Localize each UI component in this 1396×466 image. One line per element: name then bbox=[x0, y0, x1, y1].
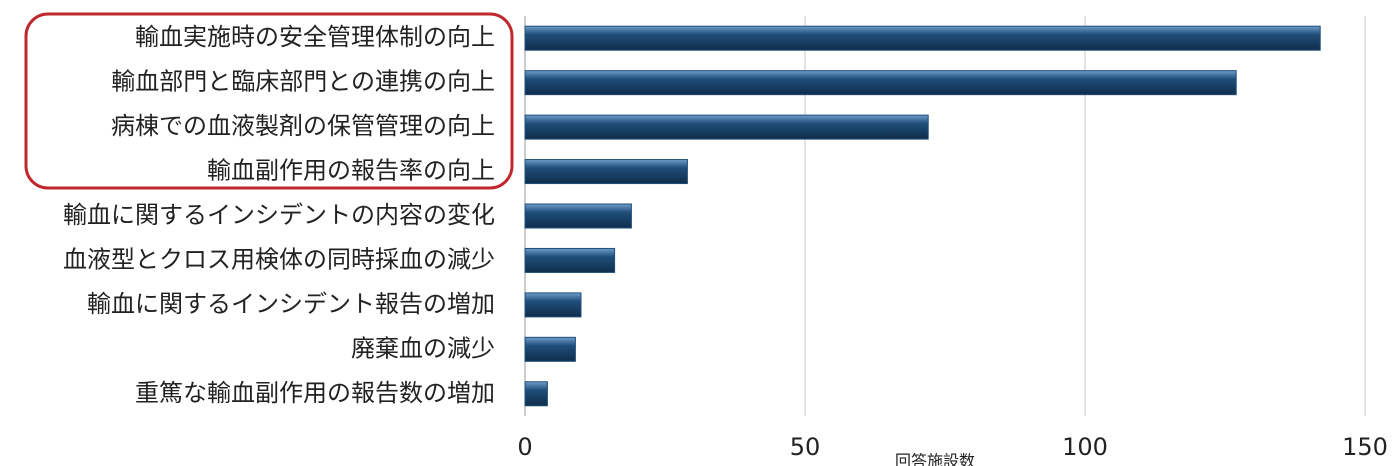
y-tick-label: 輸血に関するインシデント報告の増加 bbox=[87, 290, 495, 318]
x-tick-label: 50 bbox=[790, 433, 821, 461]
bar bbox=[524, 159, 688, 185]
y-tick-label: 輸血部門と臨床部門との連携の向上 bbox=[111, 68, 495, 96]
bar bbox=[524, 203, 632, 229]
y-tick-label: 病棟での血液製剤の保管管理の向上 bbox=[111, 112, 495, 140]
bar bbox=[524, 25, 1321, 51]
x-axis-label: 回答施設数 bbox=[895, 452, 975, 466]
y-tick-label: 血液型とクロス用検体の同時採血の減少 bbox=[63, 245, 495, 273]
y-tick-label: 輸血に関するインシデントの内容の変化 bbox=[63, 201, 495, 229]
y-tick-label: 廃棄血の減少 bbox=[351, 334, 495, 362]
y-tick-label: 重篤な輸血副作用の報告数の増加 bbox=[135, 379, 495, 407]
bar bbox=[524, 114, 929, 140]
x-tick-label: 0 bbox=[517, 433, 532, 461]
y-tick-label: 輸血副作用の報告率の向上 bbox=[207, 157, 495, 185]
x-tick-label: 150 bbox=[1342, 433, 1388, 461]
bar bbox=[524, 70, 1237, 96]
bar bbox=[524, 381, 548, 407]
bar bbox=[524, 336, 576, 362]
bar bbox=[524, 247, 616, 273]
highlight-box bbox=[24, 12, 514, 190]
bar bbox=[524, 292, 582, 318]
x-tick-label: 100 bbox=[1062, 433, 1108, 461]
y-tick-label: 輸血実施時の安全管理体制の向上 bbox=[135, 23, 495, 51]
